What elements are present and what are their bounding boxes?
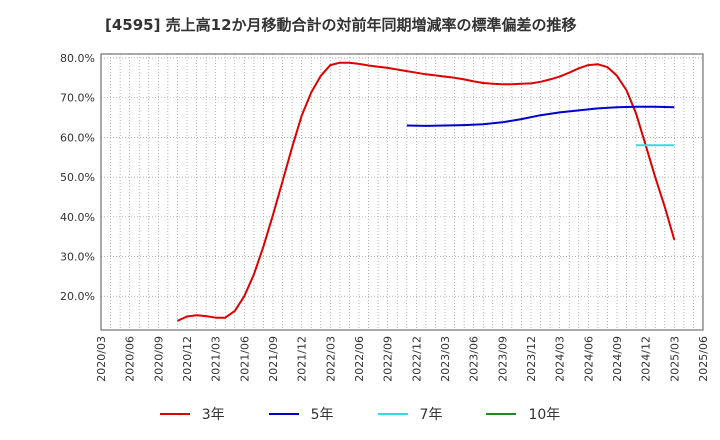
x-tick-label: 2021/12 [296, 336, 309, 382]
x-tick-label: 2021/09 [267, 336, 280, 382]
x-tick-label: 2023/09 [496, 336, 509, 382]
legend-item: 7年 [377, 404, 443, 424]
grid-layer [101, 54, 703, 330]
x-tick-label: 2021/03 [210, 336, 223, 382]
x-tick-label: 2024/12 [640, 336, 653, 382]
x-tick-label: 2022/03 [324, 336, 337, 382]
x-tick-label: 2025/06 [697, 336, 710, 382]
x-tick-label: 2024/09 [611, 336, 624, 382]
x-tick-label: 2020/06 [124, 336, 137, 382]
series-line-5年 [406, 105, 675, 127]
x-tick-label: 2020/12 [181, 336, 194, 382]
legend-item: 5年 [268, 404, 334, 424]
legend-label: 7年 [419, 407, 443, 423]
x-tick-label: 2020/03 [95, 336, 108, 382]
legend-label: 3年 [201, 407, 225, 423]
legend-label: 10年 [528, 407, 561, 423]
x-tick-label: 2022/06 [353, 336, 366, 382]
legend-swatch [268, 413, 299, 415]
legend-swatch [159, 413, 190, 415]
y-tick-label: 50.0% [60, 171, 95, 184]
legend: 3年 5年 7年 10年 [0, 402, 720, 426]
y-tick-label: 60.0% [60, 131, 95, 144]
series-line-3年 [176, 61, 676, 322]
x-tick-label: 2024/03 [554, 336, 567, 382]
y-tick-label: 40.0% [60, 211, 95, 224]
x-tick-label: 2022/09 [382, 336, 395, 382]
x-tick-label: 2023/06 [468, 336, 481, 382]
x-tick-label: 2025/03 [668, 336, 681, 382]
series-layer [176, 61, 676, 322]
x-tick-label: 2023/03 [439, 336, 452, 382]
chart-title: [4595] 売上高12か月移動合計の対前年同期増減率の標準偏差の推移 [105, 16, 577, 34]
y-tick-label: 80.0% [60, 52, 95, 65]
legend-item: 3年 [159, 404, 225, 424]
legend-label: 5年 [310, 407, 334, 423]
y-tick-label: 30.0% [60, 251, 95, 264]
legend-swatch [486, 413, 517, 415]
legend-swatch [377, 413, 408, 415]
y-tick-label: 20.0% [60, 290, 95, 303]
y-tick-label: 70.0% [60, 92, 95, 105]
x-tick-label: 2020/09 [152, 336, 165, 382]
plot-frame [100, 53, 704, 331]
x-tick-label: 2024/06 [582, 336, 595, 382]
x-tick-label: 2021/06 [238, 336, 251, 382]
x-tick-label: 2022/12 [410, 336, 423, 382]
axis-layer: 20.0% 30.0% 40.0% 50.0% 60.0% 70.0% 80.0% 2020/… [60, 52, 710, 382]
legend-item: 10年 [486, 404, 560, 424]
x-tick-label: 2023/12 [525, 336, 538, 382]
